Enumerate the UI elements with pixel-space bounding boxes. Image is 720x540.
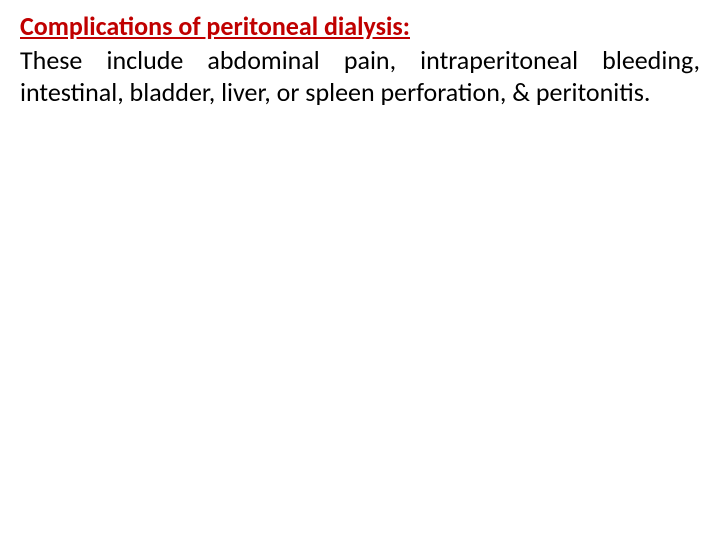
slide-body-text: These include abdominal pain, intraperit… [20, 44, 700, 109]
slide-heading: Complications of peritoneal dialysis: [20, 10, 700, 44]
slide: Complications of peritoneal dialysis: Th… [0, 0, 720, 540]
